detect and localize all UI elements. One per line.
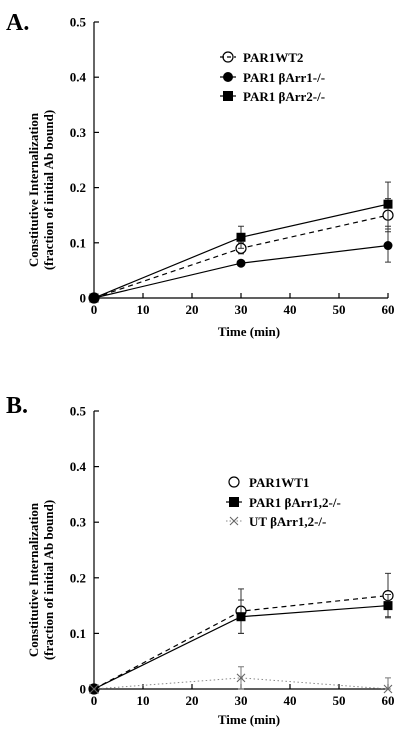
panel-b-y-tick-label: 0 <box>80 682 87 697</box>
panel-b-y-tick-label: 0.1 <box>70 626 86 641</box>
data-point <box>89 684 99 694</box>
panel-a-x-tick-label: 20 <box>186 302 199 317</box>
data-point <box>236 258 246 268</box>
panel-b-x-tick-label: 30 <box>235 693 248 708</box>
panel-b-x-tick-label: 10 <box>137 693 150 708</box>
panel-b: B. Constitutive Internalization (fractio… <box>6 393 395 727</box>
panel-a-y-tick-label: 0.1 <box>70 235 86 250</box>
panel-b-legend-label-2: PAR1 βArr1,2-/- <box>249 495 341 510</box>
data-point <box>236 612 246 622</box>
panel-a: A. Constitutive Internalization (fractio… <box>6 10 395 339</box>
panel-a-y-tick-label: 0.3 <box>70 125 87 140</box>
panel-b-series-3 <box>89 666 393 694</box>
panel-b-y-tick-label: 0.4 <box>70 459 87 474</box>
panel-a-y-tick-label: 0 <box>80 291 87 306</box>
panel-b-x-tick-label: 40 <box>284 693 297 708</box>
panel-a-y-tick-label: 0.5 <box>70 15 87 30</box>
panel-a-x-tick-label: 10 <box>137 302 150 317</box>
data-point <box>383 241 393 251</box>
panel-b-x-tick-label: 20 <box>186 693 199 708</box>
panel-b-y-tick-label: 0.2 <box>70 570 86 585</box>
data-point <box>236 673 246 683</box>
panel-b-legend: PAR1WT1 PAR1 βArr1,2-/- UT βArr1,2-/- <box>226 475 341 529</box>
panel-b-y-axis-title-line2: (fraction of initial Ab bound) <box>41 500 56 660</box>
panel-b-x-tick-label: 60 <box>382 693 395 708</box>
panel-a-x-tick-label: 60 <box>382 302 395 317</box>
panel-a-label: A. <box>6 10 29 36</box>
panel-b-y-tick-label: 0.5 <box>70 404 87 419</box>
panel-a-y-tick-label: 0.4 <box>70 70 87 85</box>
panel-a-x-tick-label: 30 <box>235 302 248 317</box>
legend-filled-circle-marker <box>223 72 233 82</box>
legend-filled-square-marker <box>223 91 233 101</box>
series-line <box>93 677 389 690</box>
panel-b-legend-item-2: PAR1 βArr1,2-/- <box>226 495 341 510</box>
panel-a-x-axis-title: Time (min) <box>218 324 280 339</box>
panel-a-legend-item-3: PAR1 βArr2-/- <box>220 89 325 104</box>
panel-a-legend-label-3: PAR1 βArr2-/- <box>243 89 325 104</box>
panel-a-series-3 <box>89 181 393 303</box>
panel-a-x-tick-label: 0 <box>91 302 98 317</box>
panel-b-legend-label-3: UT βArr1,2-/- <box>249 514 326 529</box>
data-point <box>383 601 393 611</box>
panel-b-legend-label-1: PAR1WT1 <box>249 475 309 490</box>
panel-b-y-title: Constitutive Internalization (fraction o… <box>26 500 56 660</box>
panel-a-legend-label-1: PAR1WT2 <box>243 50 303 65</box>
panel-b-x-tick-label: 0 <box>91 693 98 708</box>
panel-a-legend-item-1: PAR1WT2 <box>220 50 303 65</box>
panel-b-label: B. <box>6 393 28 419</box>
legend-filled-square-marker <box>229 497 239 507</box>
panel-a-y-title: Constitutive Internalization (fraction o… <box>26 110 56 270</box>
data-point <box>236 232 246 242</box>
panel-a-legend: PAR1WT2 PAR1 βArr1-/- PAR1 βArr2-/- <box>220 50 325 104</box>
panel-b-x-axis-title: Time (min) <box>218 712 280 727</box>
data-point <box>89 293 99 303</box>
data-point <box>383 199 393 209</box>
panel-b-legend-item-3: UT βArr1,2-/- <box>226 514 326 529</box>
panel-b-y-tick-label: 0.3 <box>70 515 87 530</box>
panel-b-x-tick-label: 50 <box>333 693 346 708</box>
data-point <box>383 684 393 694</box>
panel-a-x-tick-label: 50 <box>333 302 346 317</box>
legend-open-circle-marker <box>228 476 240 488</box>
panel-a-y-axis-title-line1: Constitutive Internalization <box>26 112 41 267</box>
legend-x-marker <box>229 516 239 526</box>
panel-b-y-axis-title-line1: Constitutive Internalization <box>26 502 41 657</box>
panel-a-y-tick-label: 0.2 <box>70 180 86 195</box>
panel-a-legend-item-2: PAR1 βArr1-/- <box>220 70 325 85</box>
panel-a-x-tick-label: 40 <box>284 302 297 317</box>
panel-a-legend-label-2: PAR1 βArr1-/- <box>243 70 325 85</box>
panel-a-y-axis-title-line2: (fraction of initial Ab bound) <box>41 110 56 270</box>
panel-b-legend-item-1: PAR1WT1 <box>228 475 309 490</box>
